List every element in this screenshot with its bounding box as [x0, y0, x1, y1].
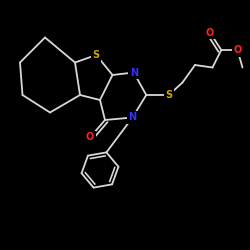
- Text: N: N: [128, 112, 136, 122]
- Text: S: S: [93, 50, 100, 60]
- Text: O: O: [234, 45, 241, 55]
- Text: O: O: [206, 28, 214, 38]
- Text: S: S: [165, 90, 172, 100]
- Text: N: N: [130, 68, 138, 78]
- Text: O: O: [86, 132, 94, 142]
